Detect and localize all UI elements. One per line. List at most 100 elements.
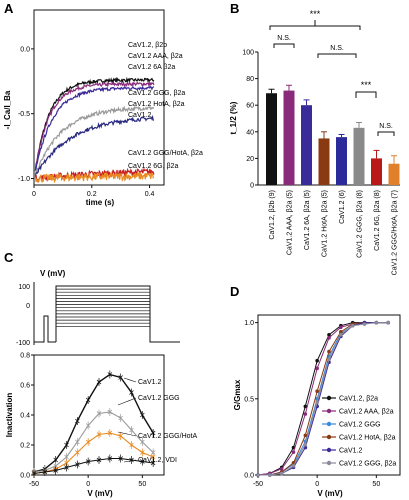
d-xtick-label-0: -50 (253, 481, 263, 488)
panel-a-xlabel: time (s) (86, 198, 115, 207)
c-ytick-label-2: 0.4 (20, 413, 30, 420)
d-legend-label-3: CaV1.2 HotA, β2a (339, 435, 396, 442)
d-legend-marker-0 (326, 395, 332, 401)
d-ytick-label-1: 0.5 (244, 396, 254, 403)
c-point-2-4 (75, 450, 80, 455)
c-point-1-10 (140, 439, 145, 445)
b-ytick-label-4: 80 (246, 76, 254, 83)
d-point-5-6 (327, 357, 331, 361)
panel-d-xlabel: V (mV) (317, 489, 343, 498)
panel-d-ylabel: G/Gmax (233, 379, 242, 410)
c-point-2-9 (129, 442, 134, 448)
sig-label-top: *** (310, 9, 321, 19)
c-point-2-7 (107, 430, 113, 436)
panel-a-legend: CaV1.2, β2b CaV1.2 AAA, β2a CaV1.2 6A β2a C… (128, 42, 203, 170)
d-legend-marker-4 (326, 447, 332, 453)
c-point-0-6 (96, 379, 102, 385)
panel-c-letter: C (4, 250, 14, 265)
d-point-3-7 (339, 329, 343, 334)
d-point-3-5 (315, 389, 319, 393)
c-point-3-1 (42, 469, 48, 475)
panel-b-significance (269, 20, 395, 136)
ns-label-3: N.S. (379, 123, 393, 130)
d-point-3-6 (327, 349, 331, 354)
curve-label-ggg-hota: CaV1.2 GGG/HotA (138, 433, 197, 440)
a-trace-5 (34, 167, 155, 183)
d-legend-marker-3 (326, 434, 332, 440)
panel-c-ticks: -50 0 50 0.0 0.2 0.4 0.6 0.8 (20, 353, 146, 489)
b-category-7: CaV1.2 GGG/HotA, β2a (7) (392, 190, 399, 275)
sig-bracket-mid (355, 91, 377, 98)
panel-a-letter: A (4, 1, 14, 16)
d-ytick-label-0: 0.0 (244, 473, 254, 480)
d-point-5-4 (303, 442, 308, 447)
c-point-1-5 (85, 423, 91, 428)
b-category-2: CaV1.2 6A, β2a (5) (304, 190, 311, 250)
b-bar-2 (301, 105, 312, 185)
d-point-1-5 (315, 366, 319, 371)
sig-bracket-top (269, 25, 361, 30)
c-point-3-6 (96, 457, 102, 463)
panel-b-ylabel: t_1/2 (%) (229, 101, 238, 134)
c-point-2-5 (85, 439, 91, 445)
curve-label-vdi: CaV1.2, VDI (138, 457, 177, 464)
panel-c-xlabel: V (mV) (87, 489, 113, 498)
b-ytick-label-5: 100 (242, 50, 254, 57)
c-point-3-11 (150, 460, 156, 466)
panel-a-ticks: 0 0.2 0.4 -1.0 -0.5 0.0 (18, 46, 155, 198)
d-point-1-6 (327, 336, 331, 340)
d-point-5-0 (256, 473, 260, 477)
a-xtick-label-0: 0 (32, 191, 36, 198)
b-bar-6 (371, 158, 382, 185)
c-point-1-7 (107, 409, 113, 415)
b-bar-0 (266, 93, 277, 185)
ns-bracket-3 (377, 131, 395, 136)
d-point-5-1 (268, 473, 272, 477)
b-bar-5 (353, 127, 365, 185)
a-ytick-label-2: 0.0 (20, 46, 30, 53)
a-legend-6: CaV1.2 GGG/HotA, β2a (128, 150, 203, 157)
a-trace-4 (34, 114, 155, 176)
ns-bracket-1 (273, 43, 295, 48)
c-proto-tick-neg100: -100 (16, 340, 30, 347)
d-point-0-4 (303, 404, 308, 409)
c-point-3-2 (53, 468, 58, 473)
c-xtick-label-1: 0 (86, 481, 90, 488)
d-legend-label-1: CaV1.2 AAA, β2a (339, 409, 394, 416)
c-ytick-label-4: 0.8 (20, 353, 30, 360)
d-legend-label-2: CaV1.2 GGG (339, 422, 381, 429)
d-curve-5 (258, 322, 389, 476)
c-point-3-7 (107, 456, 113, 461)
c-proto-tick-100: 100 (18, 284, 30, 291)
panel-d-frame (257, 314, 401, 476)
d-point-1-4 (303, 412, 308, 416)
c-point-1-9 (129, 427, 134, 433)
ns-label-1: N.S. (277, 35, 291, 42)
c-point-0-4 (75, 418, 80, 424)
c-point-3-3 (64, 465, 69, 470)
c-curve-3 (33, 457, 154, 475)
d-point-5-5 (315, 400, 319, 404)
d-point-5-2 (279, 471, 284, 476)
panel-b-ticks: 0 20 40 60 80 100 (242, 50, 258, 190)
b-category-1: CaV1.2 AAA, β2a (5) (287, 190, 294, 255)
panel-a-ylabel: -I_Ca/I_Ba (3, 90, 12, 129)
d-point-1-2 (279, 467, 284, 471)
d-ytick-label-2: 1.0 (244, 320, 254, 327)
curve-label-cav12: CaV1.2 (138, 379, 161, 386)
c-point-3-8 (118, 456, 123, 461)
panel-b-category-labels: CaV1.2, β2b (9) CaV1.2 AAA, β2a (5) CaV1.2… (269, 190, 399, 275)
c-point-3-4 (75, 462, 80, 467)
d-point-1-3 (291, 450, 296, 454)
b-ytick-label-3: 60 (246, 103, 254, 110)
d-legend-label-5: CaV1.2 GGG, β2a (339, 461, 396, 468)
c-point-2-10 (140, 450, 145, 455)
d-point-1-7 (339, 325, 343, 329)
a-legend-2: CaV1.2 6A β2a (128, 64, 175, 71)
d-legend-marker-5 (326, 460, 332, 466)
a-xtick-label-1: 0.2 (87, 191, 97, 198)
c-ytick-label-1: 0.2 (20, 443, 30, 450)
ns-label-2: N.S. (330, 45, 344, 52)
